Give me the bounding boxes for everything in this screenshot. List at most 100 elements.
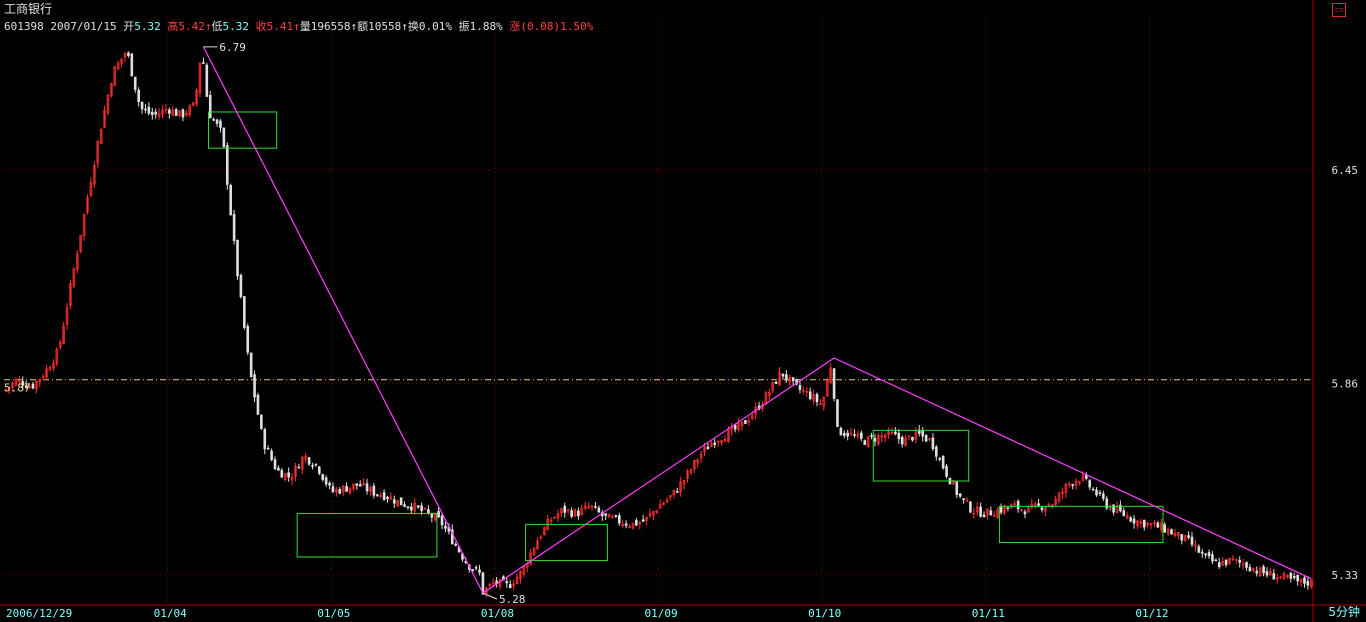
candle [7,386,11,395]
annotation-leader [482,592,498,600]
candle-body [386,496,389,500]
candle-body [471,569,475,571]
candle-body [819,403,822,405]
candle [65,302,69,330]
candle [403,501,406,508]
candle [539,534,543,541]
candle [597,505,601,513]
period-selector[interactable]: 5分钟 [1328,605,1360,619]
low-label: 低 [211,20,223,33]
candle [393,495,396,509]
candle-body [703,446,706,453]
overlay-layer: 6.79 5.28 [202,41,1312,606]
candle [849,427,853,436]
candle [219,118,222,133]
candle-body [853,434,856,436]
candle [740,421,744,431]
candle-body [1129,517,1132,522]
candle-body [174,109,178,116]
candle-body [335,489,338,493]
restore-icon[interactable]: ▭ [1332,3,1346,17]
candle-body [365,483,369,492]
candle [805,386,809,397]
candle-body [321,474,325,480]
candle [1309,579,1313,589]
candle [1122,507,1126,517]
candle-body [1275,577,1279,580]
candle-body [1289,572,1293,579]
candle [767,389,771,400]
candle [928,437,931,442]
candle-body [1013,503,1017,506]
candle-body [440,515,444,526]
candle-body [505,581,509,584]
candle [798,380,802,394]
candle [300,455,304,475]
candle [372,482,376,499]
candle [955,480,959,499]
candle [485,586,488,598]
candle [1265,567,1269,578]
candle [324,475,328,487]
candle-body [168,109,171,114]
candle-body [1149,523,1153,526]
candle-body [21,381,25,386]
candle-body [406,506,410,508]
candle [992,510,996,517]
candle [723,435,727,442]
candle-body [696,459,700,464]
candle [1153,520,1156,528]
candle [645,516,648,526]
candle-body [1044,506,1047,512]
candle-body [123,53,127,58]
candle [307,456,311,466]
candle [802,386,805,395]
candle-body [842,432,846,436]
candle [212,117,215,122]
candle [982,511,986,518]
trend-line [833,357,1312,580]
candle-body [127,52,130,57]
candle [877,433,880,447]
candle [133,76,137,93]
candle [58,339,62,350]
candle-body [744,420,747,424]
candle [887,427,890,439]
candle-body [1207,552,1211,557]
candle-body [7,386,11,390]
candle-body [198,62,202,94]
candle-body [208,95,212,119]
candle [454,542,457,547]
candle [75,250,79,274]
candle-body [1061,491,1064,495]
candle-body [287,472,290,478]
candle-body [965,499,969,502]
candle-body [737,422,740,430]
candle [144,104,147,114]
candle [297,463,301,469]
candle-body [474,567,478,569]
candle [931,433,935,452]
candle-body [860,432,863,439]
candle-body [195,90,198,105]
candle [1262,564,1265,577]
candle-body [256,394,260,415]
candle-body [55,349,59,365]
candle [1146,521,1149,529]
candle [1235,558,1238,565]
candle [338,487,342,495]
candle-body [1217,562,1221,568]
candle-body [413,502,417,512]
candle-body [478,569,481,573]
candle [341,485,345,497]
candle [733,423,737,433]
candle [1040,505,1044,513]
candle-body [812,394,815,401]
candle [945,463,948,479]
candle [631,522,635,530]
candle-body [140,101,144,110]
candle-body [372,485,376,496]
candle-body [832,368,836,399]
candle [778,367,781,386]
